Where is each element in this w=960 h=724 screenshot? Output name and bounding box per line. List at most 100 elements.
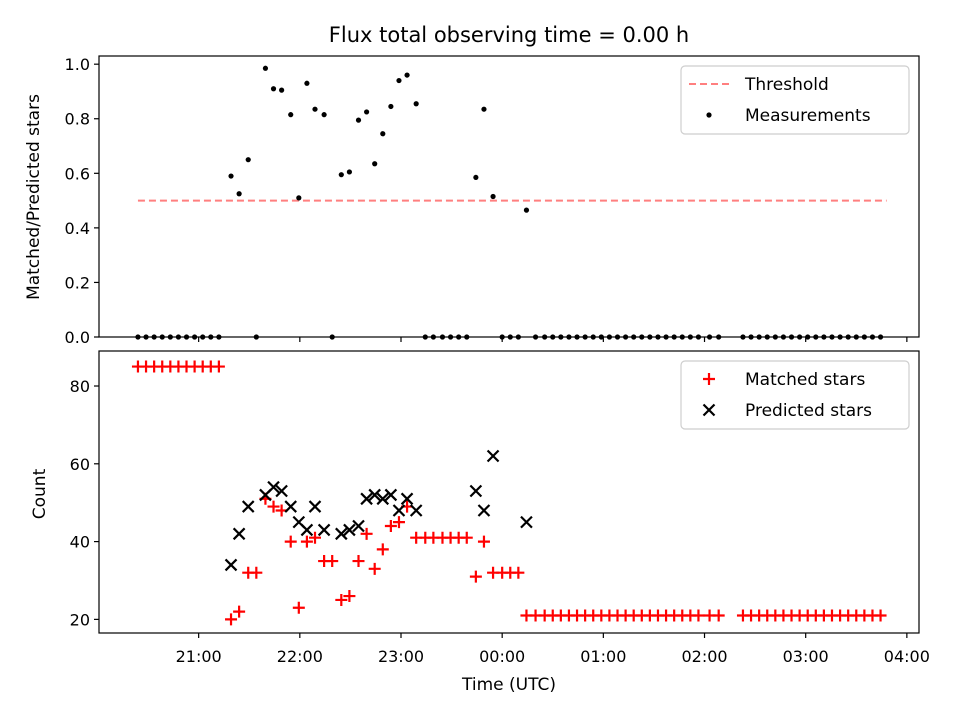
top-legend-box xyxy=(680,65,910,135)
bottom-data-point xyxy=(212,360,225,373)
bottom-data-point xyxy=(512,566,525,579)
bottom-data-point xyxy=(232,527,246,541)
bottom-data-point xyxy=(692,609,705,622)
bottom-legend-box xyxy=(680,360,910,430)
bottom-data-point xyxy=(712,609,725,622)
bottom-axes-frame xyxy=(98,350,920,634)
bottom-panel: 20 40 60 80 21:00 22:00 23:00 00:00 01:00 02:00 03… xyxy=(70,350,930,666)
top-data-point xyxy=(228,173,234,179)
top-data-point xyxy=(473,174,479,181)
top-data-point xyxy=(490,193,496,200)
top-data-point xyxy=(236,191,242,197)
x-axis-label: Time (UTC) xyxy=(461,675,556,695)
top-legend: Threshold Measurements xyxy=(680,65,910,135)
top-data-point xyxy=(346,169,353,175)
bottom-data-point xyxy=(469,570,482,583)
bottom-data-point xyxy=(520,515,533,529)
top-data-point xyxy=(355,117,362,123)
bottom-data-point xyxy=(384,520,397,533)
top-data-point xyxy=(296,195,302,201)
bottom-data-point xyxy=(343,590,356,603)
bottom-x-tick-label: 03:00 xyxy=(783,647,829,666)
bottom-data-point xyxy=(874,609,887,622)
top-data-point xyxy=(481,106,487,112)
bottom-data-point xyxy=(376,543,389,556)
bottom-data-point xyxy=(360,492,373,506)
bottom-data-point xyxy=(233,605,246,618)
bottom-data-point xyxy=(292,601,305,614)
bottom-data-point xyxy=(308,500,322,513)
top-y-tick-label: 1.0 xyxy=(65,55,90,74)
top-data-point xyxy=(364,109,370,115)
top-data-point xyxy=(262,65,269,71)
top-data-point xyxy=(288,112,294,118)
top-panel: 0.0 0.2 0.4 0.6 0.8 1.0 Threshold Measurements xyxy=(65,55,920,347)
bottom-data-point xyxy=(309,531,322,544)
bottom-data-point xyxy=(368,488,381,502)
bottom-data-point xyxy=(326,555,339,568)
bottom-series-predicted-stars xyxy=(224,449,533,572)
chart-title: Flux total observing time = 0.00 h xyxy=(329,23,689,47)
bottom-data-point xyxy=(368,562,381,575)
bottom-data-point xyxy=(384,488,398,502)
top-y-tick-label: 0.0 xyxy=(65,328,90,347)
bottom-data-point xyxy=(409,504,423,517)
top-data-point xyxy=(279,87,285,93)
bottom-x-tick-label: 02:00 xyxy=(681,647,727,666)
top-data-point xyxy=(312,106,318,112)
bottom-x-tick-label: 23:00 xyxy=(378,647,424,666)
top-data-point xyxy=(338,172,344,178)
bottom-x-tick-label: 21:00 xyxy=(176,647,222,666)
top-axes-frame xyxy=(98,55,920,338)
top-legend-label: Measurements xyxy=(745,106,871,126)
bottom-y-tick-label: 40 xyxy=(70,533,90,552)
bottom-legend-label: Predicted stars xyxy=(745,401,872,421)
bottom-y-tick-label: 60 xyxy=(70,455,90,474)
bottom-x-tick-label: 04:00 xyxy=(884,647,930,666)
bottom-data-point xyxy=(335,593,348,606)
bottom-legend-label: Matched stars xyxy=(745,370,865,390)
top-y-tick-label: 0.2 xyxy=(65,273,90,292)
bottom-y-axis-label: Count xyxy=(30,468,50,519)
top-data-point xyxy=(372,161,378,167)
bottom-data-point xyxy=(241,500,255,513)
bottom-legend-marker xyxy=(702,403,716,417)
bottom-data-point xyxy=(477,504,491,517)
top-data-point xyxy=(413,101,419,107)
bottom-legend-marker xyxy=(703,373,715,385)
top-data-point xyxy=(523,207,530,213)
bottom-data-point xyxy=(477,535,490,548)
bottom-data-point xyxy=(300,523,314,537)
top-y-axis-label: Matched/Predicted stars xyxy=(24,94,44,300)
top-data-point xyxy=(304,80,310,86)
bottom-data-point xyxy=(250,566,263,579)
bottom-legend: Matched stars Predicted stars xyxy=(680,360,910,430)
bottom-data-point xyxy=(225,613,238,626)
bottom-data-point xyxy=(352,519,365,533)
bottom-y-tick-label: 20 xyxy=(70,610,90,629)
top-data-point xyxy=(321,112,327,118)
bottom-data-point xyxy=(360,527,373,540)
bottom-data-point xyxy=(267,480,280,494)
bottom-y-tick-label: 80 xyxy=(70,377,90,396)
bottom-x-tick-label: 22:00 xyxy=(277,647,323,666)
bottom-data-point xyxy=(300,535,313,548)
top-legend-marker xyxy=(706,112,712,118)
bottom-x-tick-label: 00:00 xyxy=(479,647,525,666)
bottom-data-point xyxy=(469,484,483,498)
bottom-data-point xyxy=(335,527,348,541)
bottom-data-point xyxy=(275,484,288,498)
bottom-data-point xyxy=(224,558,238,572)
top-data-point xyxy=(396,77,402,84)
bottom-data-point xyxy=(460,531,473,544)
bottom-data-point xyxy=(343,523,356,537)
bottom-data-point xyxy=(376,492,390,506)
bottom-data-point xyxy=(400,492,414,506)
bottom-data-point xyxy=(352,555,365,568)
top-y-tick-label: 0.8 xyxy=(65,110,90,129)
top-data-point xyxy=(380,131,386,137)
top-data-point xyxy=(270,86,277,92)
bottom-data-point xyxy=(392,504,406,517)
bottom-data-point xyxy=(392,516,405,529)
